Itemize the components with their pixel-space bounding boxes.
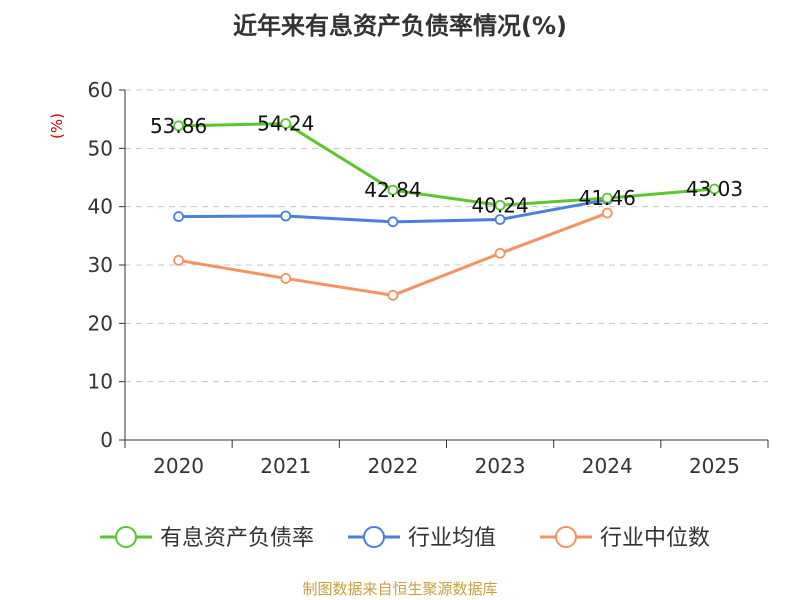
data-point [280,210,292,222]
data-point [173,254,184,266]
chart-title: 近年来有息资产负债率情况(%) [233,12,567,40]
y-tick-label: 30 [88,253,113,277]
legend-label: 有息资产负债率 [160,526,314,551]
x-tick-label: 2020 [153,454,204,478]
data-label: 41.46 [579,186,636,210]
data-point [709,183,720,195]
x-tick-label: 2023 [475,454,526,478]
y-tick-label: 10 [88,370,113,394]
y-tick-label: 50 [88,136,113,160]
y-tick-label: 60 [88,78,113,102]
data-point [387,184,399,196]
legend-marker [115,526,137,548]
data-point [387,216,399,228]
data-point [601,192,613,204]
legend-marker [555,526,577,548]
x-tick-label: 2024 [582,454,633,478]
data-label: 53.86 [150,114,207,138]
data-point [173,211,184,222]
data-label: 54.24 [257,112,314,136]
legend-label: 行业均值 [408,526,496,551]
data-label: 40.24 [471,193,528,217]
series-line [178,122,715,207]
data-point [494,247,506,259]
data-label: 43.03 [686,177,743,201]
y-tick-label: 40 [88,195,113,219]
data-point [280,118,292,129]
data-point [601,207,613,219]
data-point [494,199,506,211]
y-tick-label: 0 [100,428,113,452]
data-point [494,214,506,225]
data-label: 42.84 [364,178,421,202]
data-point [173,120,184,132]
legend-marker [363,526,385,548]
y-unit-label: (%) [48,113,66,139]
x-tick-label: 2021 [260,454,311,478]
legend-label: 行业中位数 [600,526,710,551]
data-point [280,273,292,284]
y-tick-label: 20 [88,311,113,335]
x-tick-label: 2025 [689,454,740,478]
x-tick-label: 2022 [367,454,418,478]
data-point [387,289,399,301]
source-note: 制图数据来自恒生聚源数据库 [302,580,498,598]
